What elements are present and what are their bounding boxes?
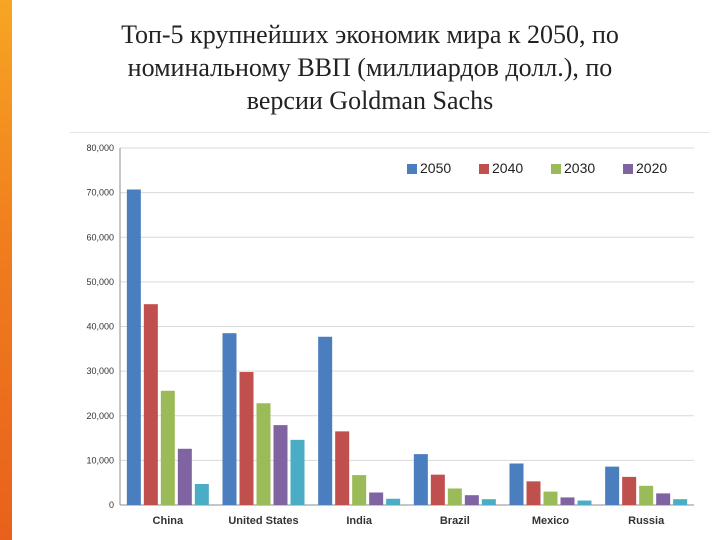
- bar-series-5-russia: [673, 499, 688, 505]
- x-tick-label: Mexico: [532, 515, 570, 527]
- legend-label: 2030: [564, 160, 595, 176]
- bar-series-5-mexico: [577, 500, 592, 505]
- bar-2020-brazil: [464, 495, 479, 505]
- bar-2030-united-states: [256, 403, 271, 505]
- y-tick-label: 80,000: [86, 143, 114, 153]
- bar-2030-russia: [639, 485, 654, 505]
- bar-2030-china: [160, 390, 175, 505]
- y-tick-label: 20,000: [86, 411, 114, 421]
- bar-series-5-brazil: [481, 499, 496, 505]
- legend-swatch: [623, 164, 633, 174]
- bar-2050-brazil: [413, 454, 428, 505]
- bar-2050-russia: [605, 466, 620, 505]
- bar-2020-india: [369, 492, 384, 505]
- bar-2050-india: [318, 336, 333, 505]
- y-tick-label: 50,000: [86, 277, 114, 287]
- x-tick-label: Brazil: [440, 515, 470, 527]
- legend-label: 2040: [492, 160, 523, 176]
- bar-2040-united-states: [239, 372, 254, 505]
- y-tick-label: 30,000: [86, 366, 114, 376]
- bar-2020-russia: [656, 493, 671, 505]
- slide-title-line: версии Goldman Sachs: [246, 86, 494, 115]
- legend-swatch: [479, 164, 489, 174]
- bar-2020-mexico: [560, 497, 575, 505]
- slide-accent-bar: [0, 0, 12, 540]
- bar-2030-india: [352, 475, 367, 505]
- bar-chart: 0 10,000 20,000 30,000 40,000 50,000 60,000 70,…: [86, 143, 694, 527]
- bar-2040-brazil: [430, 474, 445, 505]
- bar-2050-united-states: [222, 333, 237, 505]
- x-tick-label: United States: [228, 515, 298, 527]
- x-tick-label: China: [153, 515, 184, 527]
- bar-2050-mexico: [509, 463, 524, 505]
- legend-label: 2050: [420, 160, 451, 176]
- bar-2020-united-states: [273, 425, 288, 505]
- legend-label: 2020: [636, 160, 667, 176]
- bar-2040-india: [335, 431, 350, 505]
- slide-title-line: номинальному ВВП (миллиардов долл.), по: [127, 53, 613, 82]
- bar-2030-mexico: [543, 491, 558, 505]
- x-tick-label: Russia: [628, 515, 665, 527]
- chart-panel: 0 10,000 20,000 30,000 40,000 50,000 60,000 70,…: [70, 132, 710, 538]
- bar-2040-china: [143, 304, 158, 505]
- y-tick-label: 70,000: [86, 188, 114, 198]
- bar-2040-russia: [622, 476, 637, 505]
- bar-2040-mexico: [526, 481, 541, 505]
- bar-2030-brazil: [447, 488, 462, 505]
- y-tick-label: 0: [109, 500, 114, 510]
- slide-title: Топ-5 крупнейших экономик мира к 2050, п…: [40, 18, 700, 117]
- bar-2020-china: [177, 448, 192, 505]
- legend-swatch: [551, 164, 561, 174]
- y-tick-label: 60,000: [86, 232, 114, 242]
- x-tick-label: India: [346, 515, 373, 527]
- legend-swatch: [407, 164, 417, 174]
- y-tick-label: 10,000: [86, 455, 114, 465]
- y-tick-label: 40,000: [86, 322, 114, 332]
- bar-series-5-united-states: [290, 439, 305, 505]
- bar-2050-china: [126, 189, 141, 505]
- bar-series-5-india: [386, 498, 401, 505]
- slide-title-line: Топ-5 крупнейших экономик мира к 2050, п…: [121, 20, 619, 49]
- bar-series-5-china: [194, 484, 209, 505]
